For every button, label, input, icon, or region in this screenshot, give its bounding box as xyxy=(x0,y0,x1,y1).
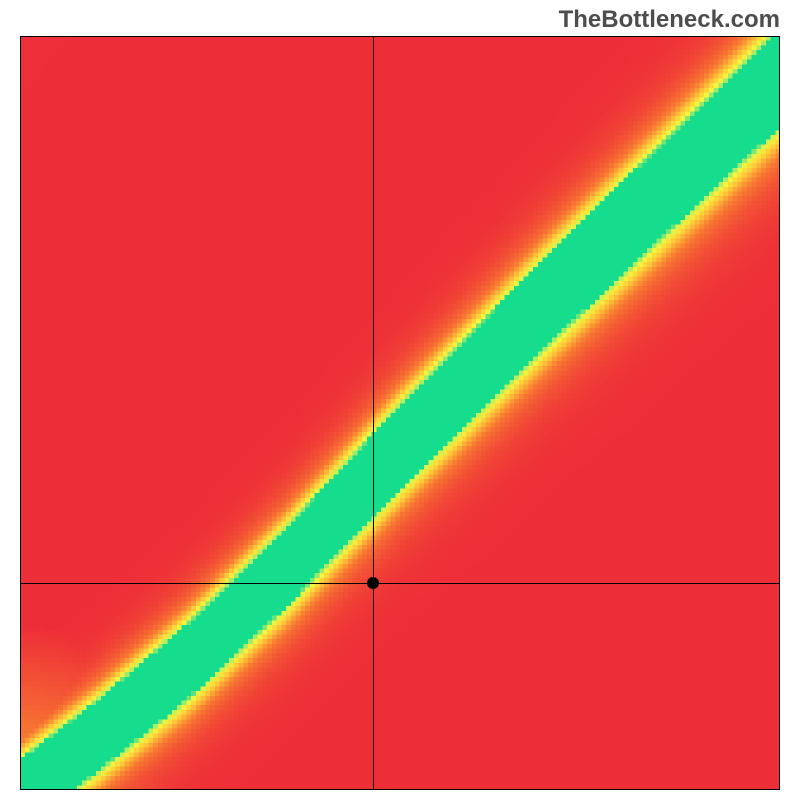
source-watermark: TheBottleneck.com xyxy=(559,6,780,34)
chart-container: TheBottleneck.com xyxy=(0,0,800,800)
bottleneck-heatmap xyxy=(20,36,780,790)
